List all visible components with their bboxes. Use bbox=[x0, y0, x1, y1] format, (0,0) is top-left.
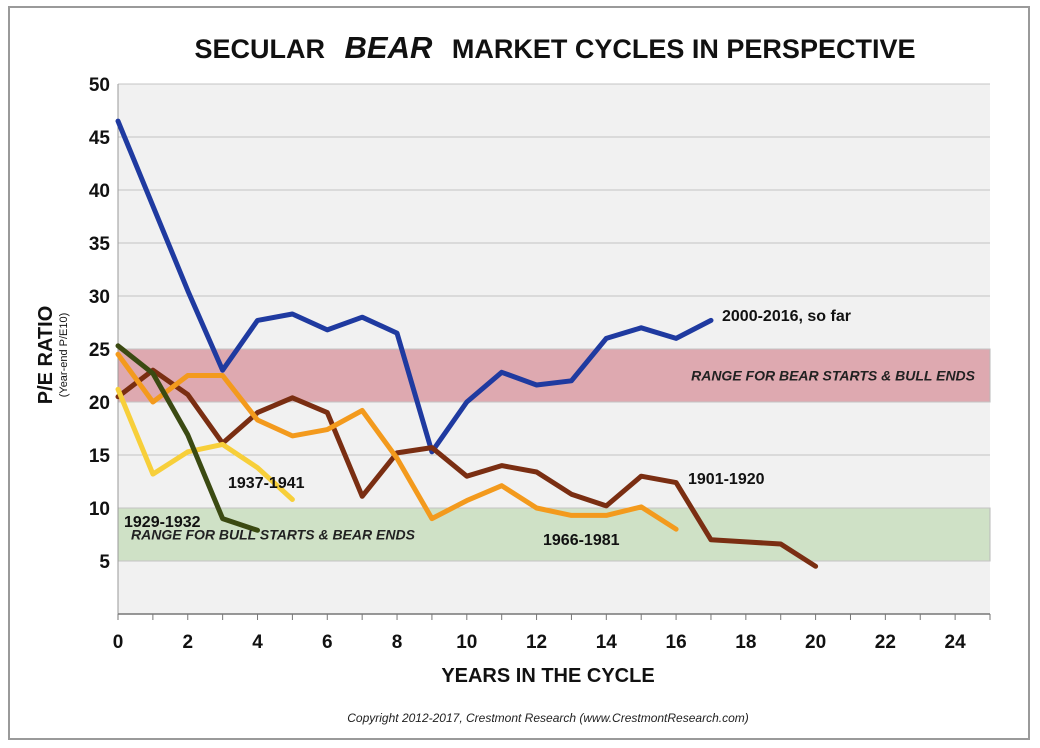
y-tick-label-15: 15 bbox=[89, 446, 111, 467]
x-tick-label-18: 18 bbox=[735, 632, 756, 653]
x-tick-label-24: 24 bbox=[945, 632, 967, 653]
x-tick-label-10: 10 bbox=[456, 632, 477, 653]
series-labels: 2000-2016, so far 1901-1920 1966-1981 1937-… bbox=[124, 308, 851, 549]
x-tick-label-2: 2 bbox=[182, 632, 193, 653]
x-tick-label-8: 8 bbox=[392, 632, 403, 653]
x-tick-label-14: 14 bbox=[596, 632, 618, 653]
band-label-0: RANGE FOR BEAR STARTS & BULL ENDS bbox=[691, 368, 976, 384]
x-axis-title: YEARS IN THE CYCLE bbox=[441, 665, 654, 687]
series-line-1966-1981 bbox=[115, 351, 679, 532]
series-lines bbox=[115, 118, 819, 569]
y-tick-label-5: 5 bbox=[99, 552, 110, 573]
range-band-1 bbox=[117, 507, 991, 562]
band-label-1: RANGE FOR BULL STARTS & BEAR ENDS bbox=[131, 527, 416, 543]
chart-title: SECULAR BEAR MARKET CYCLES IN PERSPECTIV… bbox=[195, 30, 916, 65]
y-tick-label-50: 50 bbox=[89, 75, 110, 96]
x-tick-label-0: 0 bbox=[113, 632, 124, 653]
x-tick-label-20: 20 bbox=[805, 632, 826, 653]
series-line-2000-2016-so-far bbox=[115, 118, 714, 455]
y-tick-label-40: 40 bbox=[89, 181, 110, 202]
series-label-3: 1937-1941 bbox=[228, 475, 305, 492]
series-line-1901-1920 bbox=[115, 367, 819, 569]
y-axis-title: P/E RATIO bbox=[35, 306, 57, 405]
chart-title-suffix: MARKET CYCLES IN PERSPECTIVE bbox=[452, 34, 916, 64]
series-label-4: 1929-1932 bbox=[124, 514, 201, 531]
series-label-2: 1966-1981 bbox=[543, 532, 620, 549]
series-line-1937-1941 bbox=[115, 386, 295, 502]
x-tick-label-12: 12 bbox=[526, 632, 547, 653]
band-labels: RANGE FOR BEAR STARTS & BULL ENDS RANGE F… bbox=[131, 368, 976, 543]
series-label-0: 2000-2016, so far bbox=[722, 308, 851, 325]
y-tick-label-25: 25 bbox=[89, 340, 111, 361]
series-line-1929-1932 bbox=[115, 343, 260, 533]
y-axis-subtitle: (Year-end P/E10) bbox=[58, 313, 70, 398]
chart-title-prefix: SECULAR bbox=[195, 34, 326, 64]
y-tick-label-35: 35 bbox=[89, 234, 111, 255]
y-tick-label-10: 10 bbox=[89, 499, 110, 520]
chart-title-emphasis: BEAR bbox=[345, 30, 433, 65]
x-tick-label-6: 6 bbox=[322, 632, 333, 653]
y-tick-label-45: 45 bbox=[89, 128, 111, 149]
axes bbox=[117, 84, 991, 620]
y-tick-label-30: 30 bbox=[89, 287, 110, 308]
x-tick-labels: 0 2 4 6 8 10 12 14 16 18 20 22 24 bbox=[113, 632, 966, 653]
copyright-note: Copyright 2012-2017, Crestmont Research … bbox=[347, 711, 749, 725]
x-tick-label-16: 16 bbox=[666, 632, 687, 653]
x-tick-label-4: 4 bbox=[252, 632, 263, 653]
x-tick-label-22: 22 bbox=[875, 632, 896, 653]
y-tick-label-20: 20 bbox=[89, 393, 110, 414]
y-tick-labels: 5 10 15 20 25 30 35 40 45 50 bbox=[89, 75, 111, 573]
gridlines bbox=[118, 83, 990, 562]
series-label-1: 1901-1920 bbox=[688, 471, 765, 488]
